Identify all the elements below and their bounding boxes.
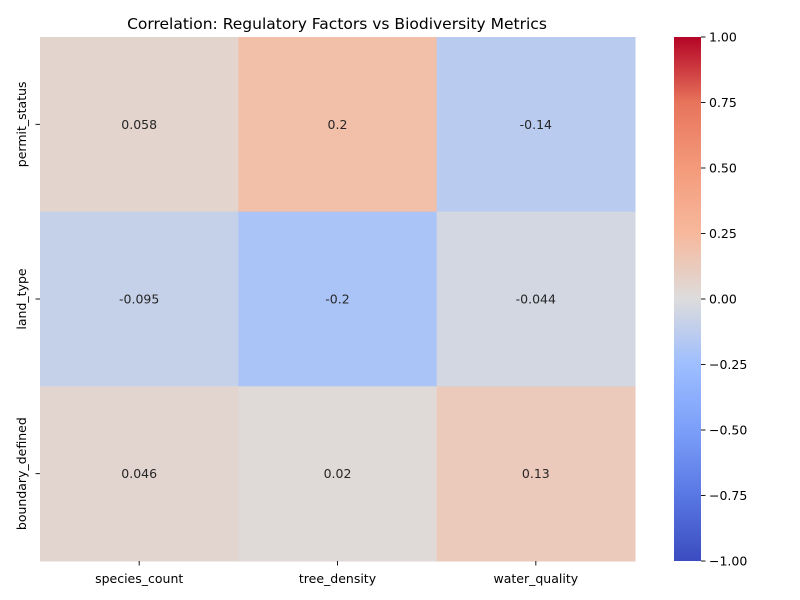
heatmap-cell-permit_status-species_count — [40, 37, 239, 213]
chart-title: Correlation: Regulatory Factors vs Biodi… — [127, 15, 547, 33]
colorbar-tick-label: 1.00 — [709, 30, 737, 45]
y-tick-label: permit_status — [14, 81, 29, 167]
colorbar-tick-label: −1.00 — [709, 554, 747, 569]
colorbar-tick-label: −0.25 — [709, 357, 747, 372]
heatmap-cell-boundary_defined-tree_density — [238, 386, 438, 562]
heatmap-cell-permit_status-water_quality — [436, 37, 636, 213]
cell-value-label: 0.058 — [121, 117, 157, 132]
heatmap-cells — [40, 37, 636, 562]
heatmap-cell-land_type-tree_density — [238, 211, 438, 387]
y-tick-label: land_type — [14, 268, 29, 329]
heatmap-cell-boundary_defined-species_count — [40, 386, 239, 562]
colorbar-tick-label: −0.50 — [709, 423, 747, 438]
heatmap-cell-land_type-species_count — [40, 211, 239, 387]
cell-value-label: -0.14 — [520, 117, 552, 132]
x-axis: species_count tree_density water_quality — [95, 561, 579, 586]
colorbar-tick-label: 0.25 — [709, 226, 737, 241]
y-tick-label: boundary_defined — [14, 417, 29, 530]
heatmap-cell-land_type-water_quality — [436, 211, 636, 387]
cell-value-label: 0.2 — [328, 117, 348, 132]
x-tick-label: water_quality — [494, 571, 579, 586]
x-tick-label: species_count — [95, 571, 183, 586]
colorbar-tick-label: −0.75 — [709, 488, 747, 503]
colorbar-ticks: 1.00 0.75 0.50 0.25 0.00 −0.25 −0.50 −0.75 −1.00 — [701, 30, 747, 569]
colorbar-tick-label: 0.50 — [709, 161, 737, 176]
cell-value-label: 0.046 — [121, 466, 157, 481]
colorbar — [674, 37, 701, 561]
heatmap-cell-labels: 0.058 0.2 -0.14 -0.095 -0.2 -0.044 0.046 0.02 0.… — [119, 117, 556, 481]
heatmap-cell-permit_status-tree_density — [238, 37, 438, 213]
y-axis: permit_status land_type boundary_defined — [14, 81, 40, 530]
colorbar-tick-label: 0.75 — [709, 95, 737, 110]
cell-value-label: -0.095 — [119, 292, 159, 307]
cell-value-label: 0.02 — [324, 466, 352, 481]
colorbar-tick-label: 0.00 — [709, 292, 737, 307]
x-tick-label: tree_density — [299, 571, 377, 586]
cell-value-label: -0.044 — [516, 292, 556, 307]
heatmap-cell-boundary_defined-water_quality — [436, 386, 636, 562]
cell-value-label: -0.2 — [325, 292, 349, 307]
cell-value-label: 0.13 — [522, 466, 550, 481]
